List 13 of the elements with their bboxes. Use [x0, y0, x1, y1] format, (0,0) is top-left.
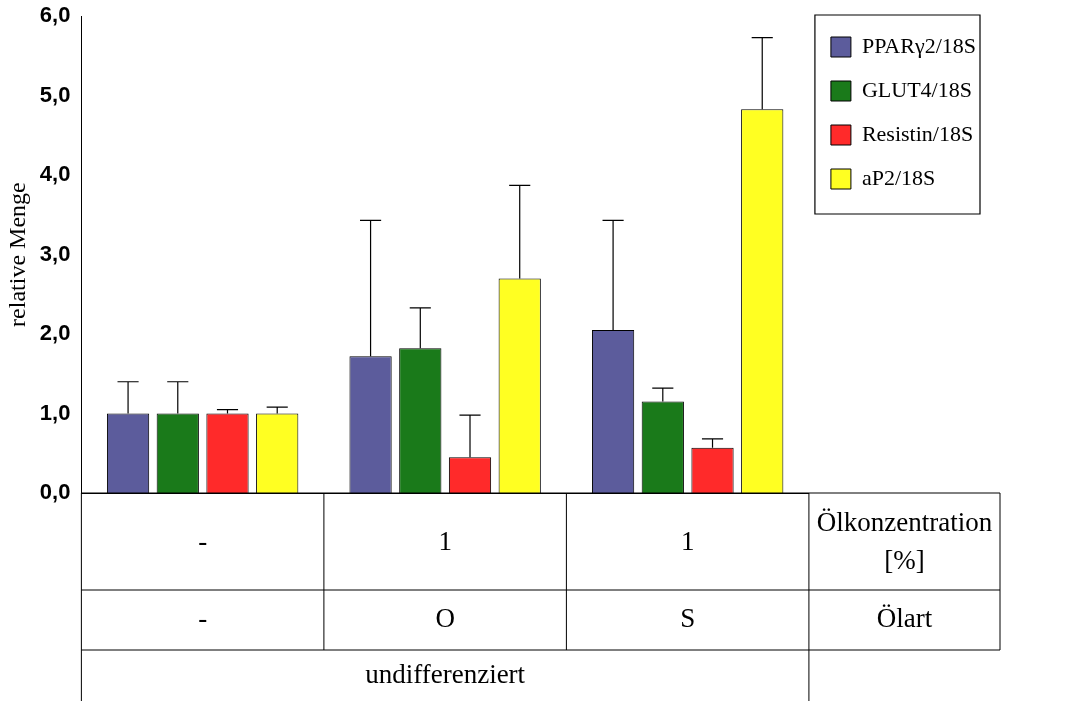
- text: undifferenziert: [365, 658, 526, 689]
- y-tick-label: 1,0: [39, 399, 71, 425]
- y-tick-label: 4,0: [39, 161, 71, 187]
- y-axis-title: relative Menge: [3, 182, 30, 327]
- legend-label: GLUT4/18S: [861, 76, 972, 102]
- legend-label: aP2/18S: [861, 164, 936, 190]
- y-tick-label: 2,0: [39, 320, 71, 346]
- y-tick-label: 0,0: [39, 479, 71, 505]
- legend-label: Resistin/18S: [861, 120, 974, 146]
- y-tick-label: 3,0: [39, 240, 71, 266]
- y-tick-label: 5,0: [39, 81, 71, 107]
- y-tick-label: 6,0: [39, 2, 71, 28]
- legend-label: PPARγ2/18S: [861, 32, 977, 58]
